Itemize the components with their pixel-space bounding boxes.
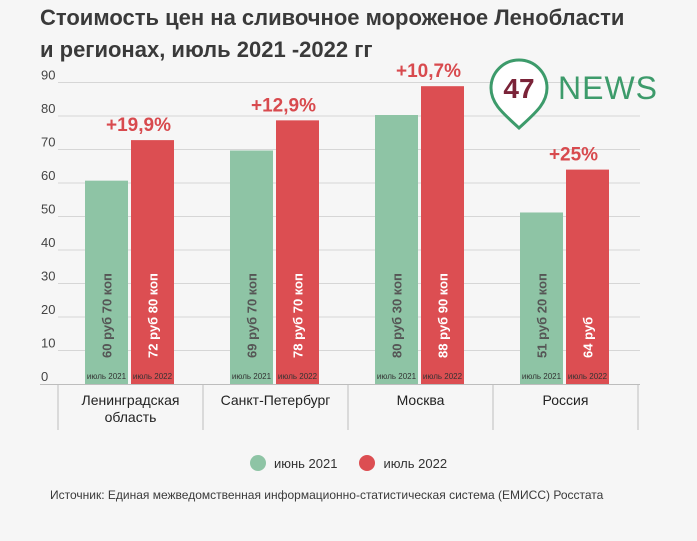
bar-value-label: 60 руб 70 коп	[100, 273, 115, 358]
bar-chart: 0 10 20 30 40 50 60 70 80 90 60 руб 70 коп июль 202…	[40, 61, 640, 430]
bar-value-label: 64 руб	[581, 317, 596, 358]
legend-label-2021: июнь 2021	[273, 455, 338, 471]
legend: июнь 2021 июль 2022	[0, 455, 697, 471]
y-tick-label: 80	[41, 101, 55, 116]
bar-value-label: 69 руб 70 коп	[245, 273, 260, 358]
bar-date-tag: июль 2022	[133, 372, 173, 381]
bar	[375, 114, 418, 385]
bar	[131, 140, 174, 384]
y-tick-label: 50	[41, 202, 55, 217]
bar	[230, 150, 273, 384]
bar-value-label: 51 руб 20 коп	[535, 273, 550, 358]
bar-date-tag: июль 2022	[423, 372, 463, 381]
x-category-label: Россия	[543, 392, 589, 408]
bar-date-tag: июль 2022	[568, 372, 608, 381]
legend-label-2022: июль 2022	[383, 455, 448, 471]
bar-value-label: 80 руб 30 коп	[390, 273, 405, 358]
bar	[520, 212, 563, 384]
y-tick-label: 30	[41, 269, 55, 284]
change-label: +25%	[549, 145, 598, 166]
x-category-label: Москва	[397, 392, 445, 408]
y-tick-label: 90	[41, 68, 55, 83]
y-tick-label: 10	[41, 336, 55, 351]
bar	[85, 180, 128, 384]
y-tick-label: 60	[41, 168, 55, 183]
bar-date-tag: июль 2021	[522, 372, 562, 381]
legend-item-2022: июль 2022	[359, 455, 447, 471]
legend-swatch-2021	[249, 455, 266, 471]
y-tick-label: 20	[41, 302, 55, 317]
y-tick-label: 40	[41, 235, 55, 250]
change-label: +19,9%	[106, 115, 171, 136]
bar-value-label: 88 руб 90 коп	[436, 273, 451, 358]
x-category-label: Ленинградская	[82, 392, 180, 408]
bar	[421, 86, 464, 384]
legend-swatch-2022	[359, 455, 376, 471]
legend-item-2021: июнь 2021	[249, 455, 338, 471]
bar-date-tag: июль 2021	[87, 372, 127, 381]
map-pin-icon	[489, 58, 549, 131]
y-tick-label: 0	[41, 369, 48, 384]
x-category-label: область	[105, 409, 157, 425]
change-label: +12,9%	[251, 95, 316, 116]
bar-date-tag: июль 2021	[377, 372, 417, 381]
logo-text: NEWS	[558, 70, 658, 106]
bar-date-tag: июль 2022	[278, 372, 318, 381]
logo-number: 47	[503, 73, 534, 104]
chart-title: Стоимость цен на сливочное мороженое Лен…	[40, 5, 625, 62]
change-label: +10,7%	[396, 61, 461, 82]
bar	[276, 120, 319, 384]
47news-logo: 47 NEWS	[489, 58, 658, 131]
source-note: Источник: Единая межведомственная информ…	[50, 488, 604, 502]
bar-date-tag: июль 2021	[232, 372, 272, 381]
bar-value-label: 72 руб 80 коп	[146, 273, 161, 358]
bar	[566, 169, 609, 384]
bar-value-label: 78 руб 70 коп	[291, 273, 306, 358]
y-tick-label: 70	[41, 135, 55, 150]
x-category-label: Санкт-Петербург	[221, 392, 331, 408]
